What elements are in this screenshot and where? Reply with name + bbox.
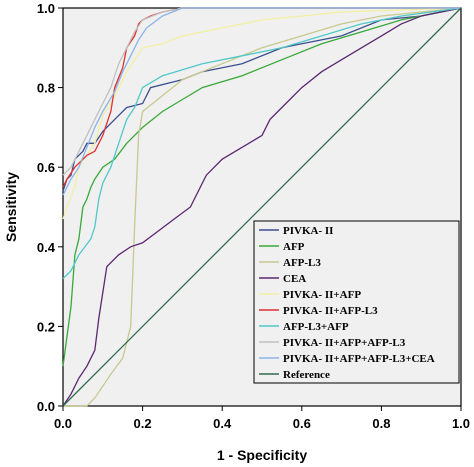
- legend-label-4: CEA: [283, 273, 306, 285]
- legend-box: [253, 220, 460, 384]
- x-tick-label: 1.0: [452, 416, 470, 431]
- legend-label-8: PIVKA- II+AFP+AFP-L3: [283, 337, 406, 349]
- axis-layer: 0.0 0.2 0.4 0.6 0.8 1.0 0.0 0.2 0.4 0.6 0.8 1.0: [37, 1, 470, 431]
- legend: PIVKA- II AFP AFP-L3 CEA PIVKA- II+AFP PIVKA-…: [253, 220, 460, 384]
- series-line-1: [62, 7, 462, 192]
- legend-label-7: AFP-L3+AFP: [283, 321, 349, 333]
- legend-label-10: Reference: [283, 369, 330, 381]
- legend-label-1: PIVKA- II: [283, 225, 333, 237]
- series-layer: [62, 7, 462, 407]
- legend-label-2: AFP: [283, 241, 305, 253]
- series-line-3: [63, 7, 462, 407]
- series-line-8: [62, 7, 461, 176]
- x-tick-label: 0.8: [372, 416, 390, 431]
- y-axis-title: Sensitivity: [3, 172, 19, 242]
- y-tick-label: 0.6: [37, 160, 55, 175]
- x-tick-label: 0.6: [293, 416, 311, 431]
- series-line-2: [62, 7, 462, 367]
- x-axis-title: 1 - Specificity: [217, 447, 307, 463]
- legend-label-3: AFP-L3: [283, 257, 321, 269]
- series-line-4: [62, 7, 462, 407]
- series-line-10: [62, 7, 462, 407]
- y-tick-label: 0.2: [37, 319, 55, 334]
- y-tick-label: 1.0: [37, 1, 55, 16]
- series-line-9: [62, 7, 461, 196]
- legend-label-9: PIVKA- II+AFP+AFP-L3+CEA: [283, 353, 435, 365]
- legend-label-5: PIVKA- II+AFP: [283, 289, 361, 301]
- x-tick-label: 0.2: [134, 416, 152, 431]
- legend-label-6: PIVKA- II+AFP-L3: [283, 305, 378, 317]
- y-tick-label: 0.8: [37, 81, 55, 96]
- series-line-7: [62, 7, 462, 280]
- y-tick-label: 0.0: [37, 399, 55, 414]
- x-tick-label: 0.4: [213, 416, 232, 431]
- x-tick-label: 0.0: [54, 416, 72, 431]
- y-tick-label: 0.4: [37, 240, 56, 255]
